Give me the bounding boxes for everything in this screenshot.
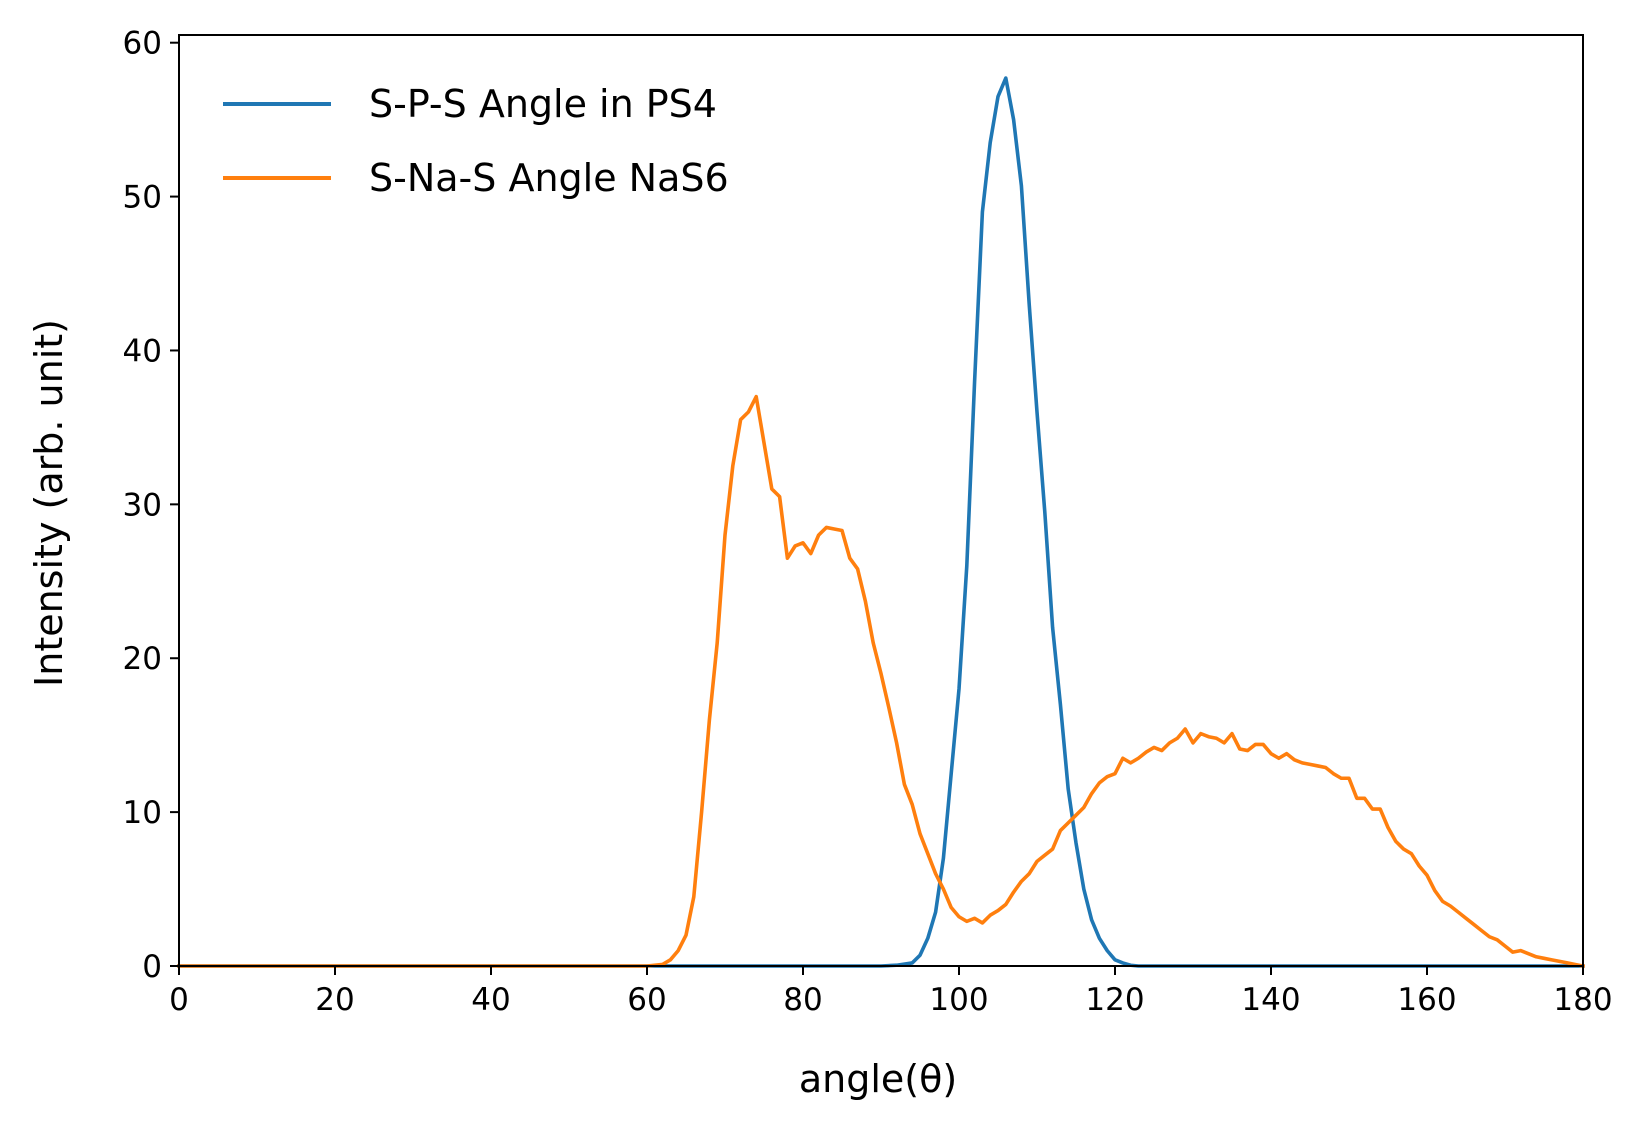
legend-label-2: S-Na-S Angle NaS6 [369, 156, 729, 200]
x-tick-label: 60 [627, 982, 666, 1018]
x-tick-label: 0 [169, 982, 189, 1018]
x-tick-label: 160 [1397, 982, 1456, 1018]
y-tick-label: 40 [123, 333, 162, 369]
legend-label-1: S-P-S Angle in PS4 [369, 82, 717, 126]
series-line-1 [177, 76, 1585, 968]
y-tick-label: 50 [123, 180, 162, 216]
legend: S-P-S Angle in PS4 S-Na-S Angle NaS6 [223, 82, 729, 200]
y-tick-label: 60 [123, 26, 162, 62]
y-tick-label: 0 [142, 949, 162, 985]
y-tick-label: 10 [123, 795, 162, 831]
x-axis-label: angle(θ) [799, 1057, 957, 1101]
x-tick-label: 40 [471, 982, 510, 1018]
x-tick-label: 120 [1085, 982, 1144, 1018]
series-layer [177, 76, 1586, 969]
y-tick-label: 20 [123, 641, 162, 677]
plot-frame [178, 34, 1584, 967]
series-line-2 [177, 394, 1586, 969]
axes-layer: 0 20 40 60 80 100 120 140 160 180 0 10 20 30 40 50 60 [123, 26, 1613, 1018]
x-tick-label: 180 [1553, 982, 1612, 1018]
x-tick-label: 100 [929, 982, 988, 1018]
y-axis-label: Intensity (arb. unit) [27, 319, 71, 687]
x-tick-label: 140 [1241, 982, 1300, 1018]
y-tick-label: 30 [123, 487, 162, 523]
x-tick-label: 20 [315, 982, 354, 1018]
x-tick-label: 80 [783, 982, 822, 1018]
